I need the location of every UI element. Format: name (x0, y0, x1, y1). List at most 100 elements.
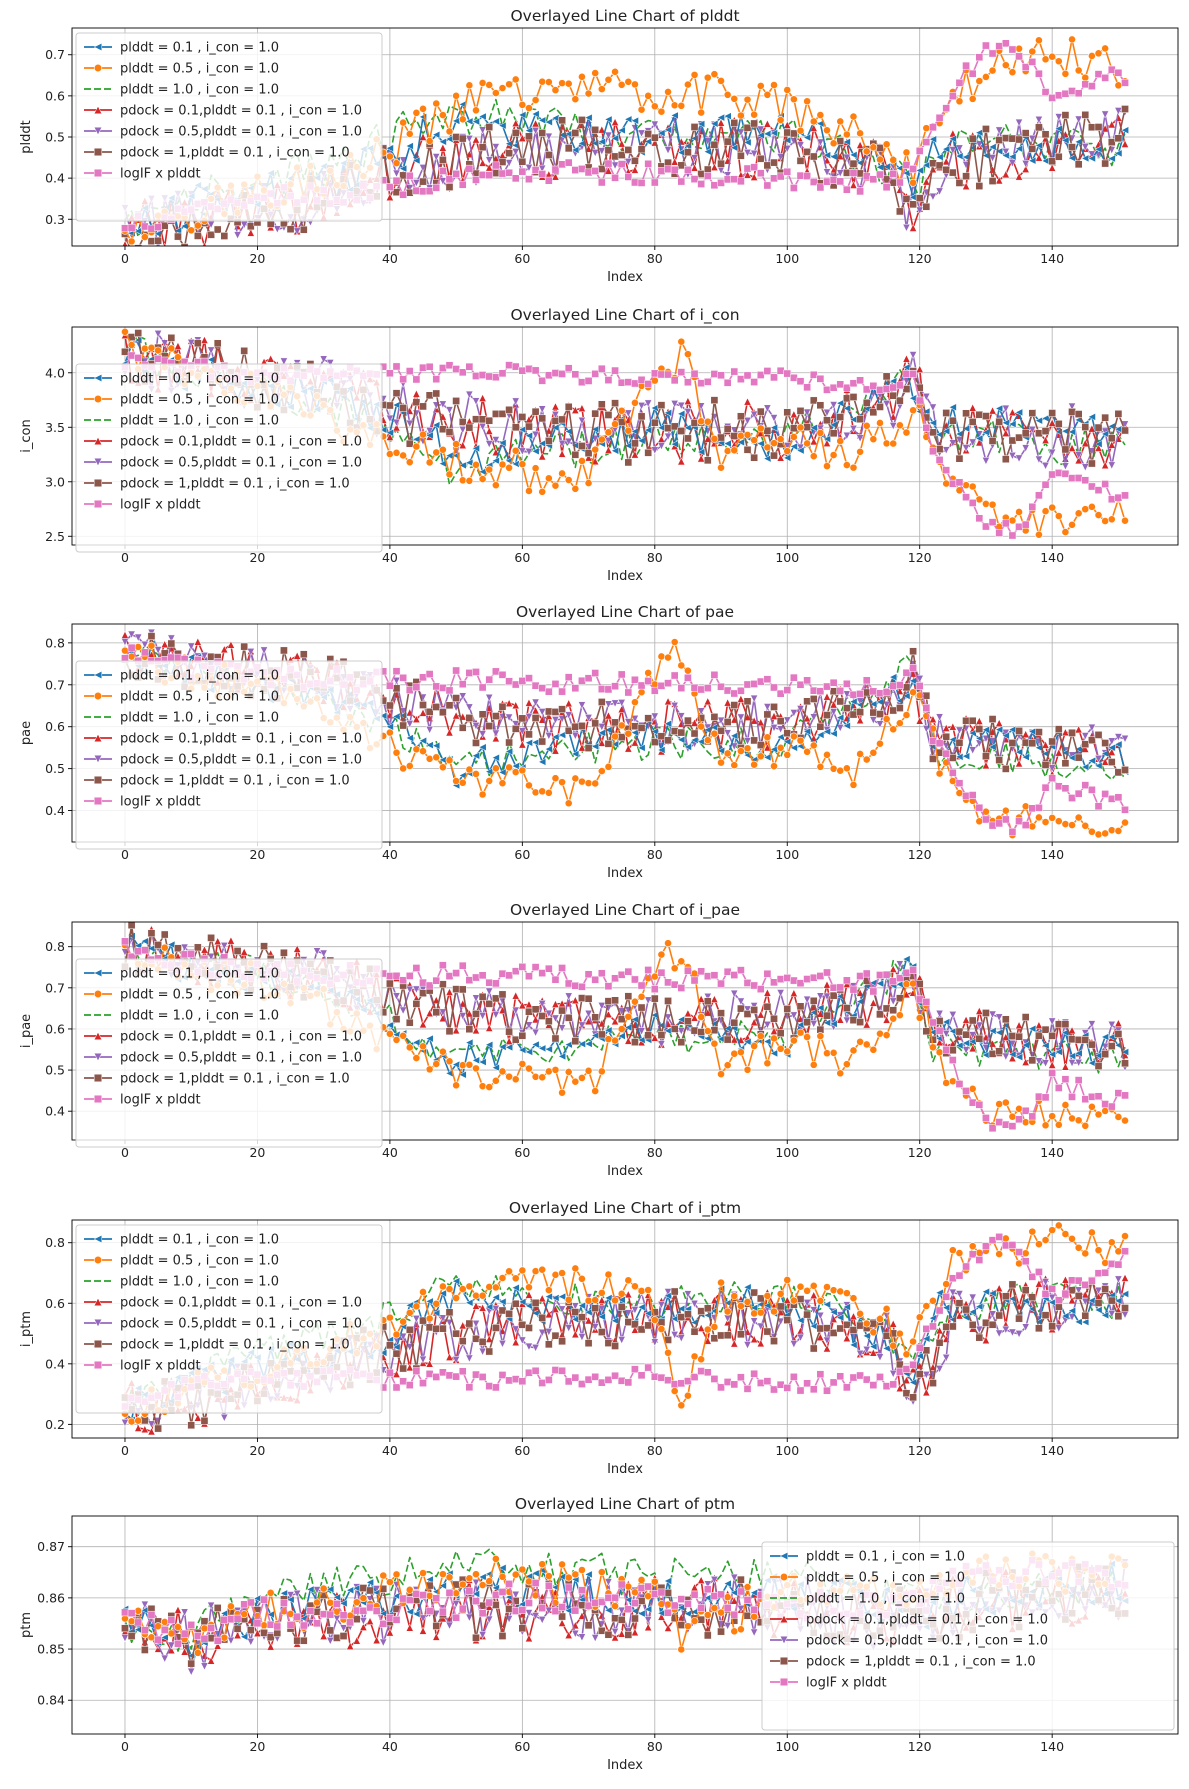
data-point (1121, 1059, 1129, 1068)
data-point (1054, 1221, 1063, 1230)
data-point (836, 177, 845, 186)
data-point (604, 411, 613, 419)
data-point (240, 642, 249, 651)
data-point (750, 1369, 758, 1378)
data-point (1041, 1278, 1050, 1287)
data-point (617, 699, 626, 708)
data-point (419, 1288, 427, 1296)
data-point (326, 359, 335, 368)
data-point (280, 646, 288, 655)
data-point (578, 1380, 586, 1388)
data-point (611, 699, 620, 708)
data-point (1101, 74, 1109, 82)
data-point (591, 425, 600, 434)
data-point (538, 405, 547, 414)
data-point (524, 698, 533, 707)
data-point (683, 1009, 692, 1018)
data-point (862, 1346, 871, 1355)
legend-label: plddt = 0.5 , i_con = 1.0 (120, 690, 279, 705)
data-point (1015, 817, 1023, 825)
data-point (955, 1271, 964, 1280)
data-point (233, 947, 242, 955)
data-point (419, 978, 427, 987)
data-point (703, 73, 712, 82)
data-point (425, 707, 434, 716)
data-point (405, 1381, 414, 1389)
data-point (902, 385, 911, 393)
data-point (750, 694, 759, 703)
data-point (597, 1304, 606, 1313)
data-point (591, 370, 600, 378)
data-point (968, 499, 977, 507)
data-point (419, 1316, 427, 1325)
data-point (505, 1036, 514, 1045)
data-point (961, 1039, 970, 1048)
data-point (750, 1042, 759, 1050)
legend-item: pdock = 0.1,plddt = 0.1 , i_con = 1.0 (84, 104, 362, 119)
data-point (611, 67, 619, 76)
data-point (478, 1373, 487, 1381)
data-point (564, 364, 573, 373)
data-point (922, 1388, 931, 1397)
data-point (1074, 474, 1083, 482)
data-point (531, 447, 540, 456)
data-point (591, 126, 600, 134)
data-point (458, 680, 467, 689)
data-point (445, 428, 454, 436)
data-point (657, 1325, 666, 1333)
data-point (895, 178, 904, 187)
data-point (220, 232, 229, 240)
legend-label: pdock = 0.1,plddt = 0.1 , i_con = 1.0 (120, 104, 362, 119)
data-point (485, 163, 494, 172)
data-point (995, 417, 1004, 426)
data-point (895, 960, 904, 969)
data-point (140, 233, 149, 241)
data-point (1081, 439, 1090, 448)
data-point (485, 675, 494, 684)
data-point (909, 178, 917, 187)
data-point (710, 140, 719, 149)
data-point (962, 481, 970, 490)
data-point (193, 1413, 202, 1422)
data-point (452, 1356, 461, 1365)
x-tick-label: 40 (382, 251, 398, 266)
data-point (445, 1371, 454, 1380)
data-point (631, 1038, 639, 1046)
chart-title: Overlayed Line Chart of i_pae (510, 901, 740, 920)
legend-label: pdock = 1,plddt = 0.1 , i_con = 1.0 (120, 146, 350, 161)
data-point (637, 743, 646, 752)
data-point (829, 429, 838, 438)
data-point (796, 705, 805, 714)
data-point (902, 1350, 911, 1359)
data-point (644, 1286, 653, 1295)
data-point (717, 716, 726, 725)
data-point (703, 147, 712, 156)
data-point (995, 176, 1004, 185)
data-point (995, 1329, 1004, 1338)
data-point (1008, 531, 1017, 540)
data-point (174, 353, 182, 362)
data-point (432, 130, 441, 139)
x-tick-label: 0 (121, 550, 129, 565)
data-point (505, 1267, 514, 1276)
data-point (637, 436, 646, 445)
data-point (849, 150, 858, 159)
data-point (710, 70, 719, 79)
legend-label: logIF x plddt (120, 167, 201, 182)
data-point (578, 1073, 586, 1082)
data-point (511, 397, 520, 406)
data-point (419, 430, 427, 439)
data-point (796, 407, 805, 415)
data-point (889, 1380, 898, 1389)
data-point (1114, 1030, 1123, 1038)
data-point (1088, 82, 1096, 90)
data-point (1101, 480, 1109, 488)
data-point (869, 708, 878, 717)
data-point (769, 1049, 778, 1058)
data-point (1041, 130, 1050, 139)
data-point (789, 709, 798, 718)
data-point (445, 183, 454, 191)
legend-marker-swatch (93, 1052, 103, 1062)
data-point (392, 448, 401, 457)
data-point (736, 1302, 745, 1310)
